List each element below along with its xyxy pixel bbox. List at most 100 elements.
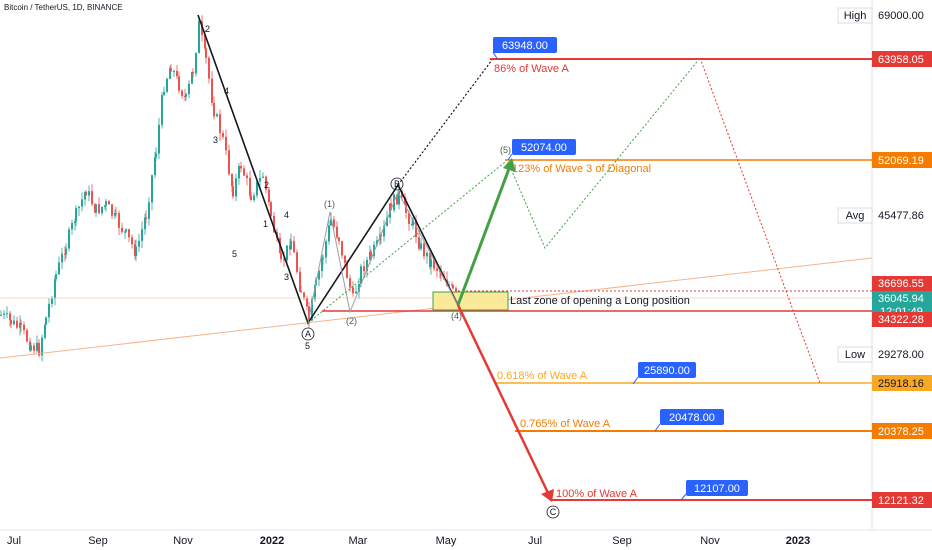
svg-text:25918.16: 25918.16 bbox=[878, 378, 924, 390]
candle bbox=[41, 334, 43, 362]
price-tag-63958: 63958.05 bbox=[872, 51, 932, 67]
candle bbox=[61, 247, 63, 270]
candle bbox=[148, 197, 150, 226]
stat-low: Low 29278.00 bbox=[837, 346, 924, 363]
wave-label-5: 5 bbox=[305, 341, 310, 351]
projection-dotted-black bbox=[397, 59, 493, 186]
candle bbox=[363, 260, 365, 279]
candle bbox=[6, 306, 8, 319]
x-tick-label: May bbox=[436, 535, 457, 547]
candle bbox=[71, 219, 73, 235]
x-tick-label: Sep bbox=[612, 535, 632, 547]
target-label-12107[interactable]: 12107.00 bbox=[680, 480, 748, 501]
candle bbox=[111, 203, 113, 219]
projection-dotted-green bbox=[307, 161, 506, 324]
candle bbox=[238, 162, 240, 185]
candle bbox=[45, 316, 47, 326]
candle bbox=[105, 198, 107, 212]
candle bbox=[91, 184, 93, 207]
candle bbox=[135, 239, 137, 262]
candle bbox=[95, 203, 97, 217]
candle bbox=[296, 249, 298, 275]
long-zone-box[interactable] bbox=[432, 291, 509, 311]
candle bbox=[151, 174, 153, 211]
x-tick-label: Jul bbox=[7, 535, 21, 547]
target-label-25890[interactable]: 25890.00 bbox=[632, 362, 696, 385]
candle bbox=[398, 186, 400, 210]
candle bbox=[23, 321, 25, 335]
candle bbox=[222, 130, 224, 140]
price-tag-20378: 20378.25 bbox=[872, 423, 932, 439]
svg-text:Avg: Avg bbox=[846, 210, 865, 222]
price-tag-12121: 12121.32 bbox=[872, 492, 932, 508]
candle bbox=[16, 316, 18, 330]
candle bbox=[36, 335, 38, 353]
candle bbox=[293, 236, 295, 253]
long-zone-label: Last zone of opening a Long position bbox=[510, 295, 690, 307]
candle bbox=[88, 185, 90, 202]
candle bbox=[176, 65, 178, 79]
price-tag-36696: 36696.55 bbox=[872, 276, 932, 291]
candle bbox=[300, 285, 302, 293]
wave-label-2: 2 bbox=[205, 24, 210, 34]
candle bbox=[290, 233, 292, 250]
svg-text:69000.00: 69000.00 bbox=[878, 10, 924, 22]
candle bbox=[232, 181, 234, 200]
candle bbox=[0, 310, 2, 316]
stat-avg: Avg 45477.86 bbox=[837, 207, 924, 224]
candle bbox=[19, 315, 21, 336]
candle bbox=[349, 274, 351, 292]
time-axis[interactable]: Jul Sep Nov 2022 Mar May Jul Sep Nov 2023 bbox=[7, 535, 810, 547]
candle bbox=[336, 221, 338, 240]
target-label-63948[interactable]: 63948.00 bbox=[492, 37, 557, 61]
target-label-20478[interactable]: 20478.00 bbox=[654, 409, 724, 432]
candle bbox=[104, 204, 106, 210]
candle bbox=[26, 327, 28, 343]
candle bbox=[262, 172, 264, 179]
wave-label-b: B bbox=[390, 177, 404, 191]
candle bbox=[383, 220, 385, 242]
candle bbox=[20, 319, 22, 333]
bullish-arrow bbox=[456, 165, 512, 306]
candle bbox=[325, 239, 327, 264]
candle bbox=[246, 172, 248, 186]
candle bbox=[185, 92, 187, 101]
candle bbox=[3, 309, 5, 319]
svg-text:29278.00: 29278.00 bbox=[878, 349, 924, 361]
candle bbox=[268, 187, 270, 207]
candle bbox=[328, 220, 330, 245]
symbol-title: Bitcoin / TetherUS, 1D, BINANCE bbox=[4, 3, 123, 12]
candle bbox=[128, 228, 130, 243]
candle bbox=[81, 192, 83, 212]
wave-label-2-small: 2 bbox=[264, 180, 269, 190]
x-tick-label: Nov bbox=[173, 535, 193, 547]
candle bbox=[108, 199, 110, 205]
target-label-52074[interactable]: 52074.00 bbox=[507, 139, 576, 161]
candle bbox=[408, 210, 410, 231]
candle bbox=[373, 241, 375, 260]
candle bbox=[101, 206, 103, 216]
candle bbox=[181, 89, 183, 99]
svg-text:B: B bbox=[394, 179, 400, 189]
candle bbox=[65, 243, 67, 259]
candle bbox=[178, 71, 180, 94]
svg-text:Low: Low bbox=[845, 349, 865, 361]
candle bbox=[163, 86, 165, 97]
x-tick-label: Nov bbox=[700, 535, 720, 547]
candle bbox=[114, 209, 116, 220]
wave-label-4-paren: (4) bbox=[451, 311, 462, 321]
candle bbox=[33, 342, 35, 354]
candle bbox=[219, 109, 221, 141]
candle bbox=[308, 302, 310, 329]
svg-text:34322.28: 34322.28 bbox=[878, 314, 924, 326]
wave-label-4: 4 bbox=[284, 210, 289, 220]
candle bbox=[228, 144, 230, 177]
wave-label-4-small: 4 bbox=[224, 86, 229, 96]
candle bbox=[420, 238, 422, 252]
candle bbox=[355, 285, 357, 294]
candle bbox=[259, 170, 261, 188]
wave-label-3: 3 bbox=[284, 272, 289, 282]
candle bbox=[418, 230, 420, 251]
candle bbox=[265, 175, 267, 194]
